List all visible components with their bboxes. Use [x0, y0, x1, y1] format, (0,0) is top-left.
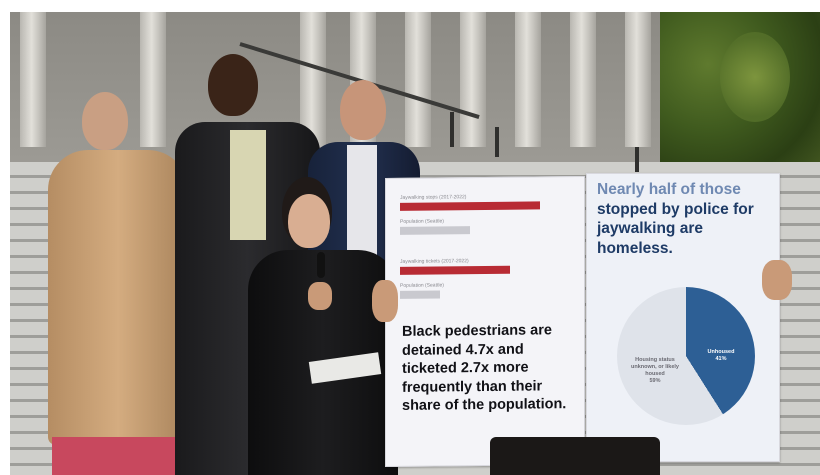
- slice-label: Unhoused: [707, 349, 735, 355]
- photo-frame: Jaywalking stops (2017-2022) Population …: [10, 12, 820, 475]
- skirt: [52, 437, 177, 475]
- hand-holding-sign: [762, 260, 792, 300]
- column: [140, 12, 166, 147]
- bar-stops-black: [400, 201, 540, 211]
- column: [515, 12, 541, 147]
- headline-rest: stopped by police for jaywalking are hom…: [597, 200, 754, 257]
- bar-population: [400, 226, 470, 235]
- pie-label-unhoused: Unhoused 41%: [695, 349, 747, 363]
- sign-headline: Black pedestrians are detained 4.7x and …: [402, 322, 567, 414]
- head: [82, 92, 128, 150]
- rail-post: [635, 147, 639, 172]
- tree-foliage: [720, 32, 790, 122]
- sign-disparity: Jaywalking stops (2017-2022) Population …: [385, 175, 585, 468]
- head: [340, 80, 386, 140]
- sign-homeless: Nearly half of those stopped by police f…: [586, 173, 780, 462]
- column: [460, 12, 486, 147]
- microphone: [317, 252, 325, 278]
- slice-label: Housing status unknown, or likely housed: [631, 357, 679, 377]
- slice-value: 59%: [649, 378, 661, 384]
- headline-first-line: Nearly half of those: [597, 181, 741, 198]
- column: [20, 12, 46, 147]
- shirt: [347, 145, 377, 255]
- bar-tickets-black: [400, 265, 510, 275]
- slice-value: 41%: [715, 356, 727, 362]
- rail-post: [495, 127, 499, 157]
- head: [208, 54, 258, 116]
- pie-label-unknown: Housing status unknown, or likely housed…: [625, 357, 685, 385]
- shirt: [230, 130, 266, 240]
- chart-label: Population (Seattle): [400, 282, 444, 289]
- sign-headline: Nearly half of those stopped by police f…: [597, 180, 777, 258]
- podium-person: [490, 437, 660, 475]
- column: [300, 12, 326, 147]
- column: [405, 12, 431, 147]
- column: [570, 12, 596, 147]
- pie-chart: [617, 287, 755, 425]
- chart-label: Population (Seattle): [400, 218, 444, 225]
- coat: [48, 150, 188, 445]
- hand-holding-sign: [372, 280, 398, 322]
- chart-label: Jaywalking stops (2017-2022): [400, 194, 467, 201]
- chart-label: Jaywalking tickets (2017-2022): [400, 258, 469, 265]
- column: [625, 12, 651, 147]
- rail-post: [450, 112, 454, 147]
- bar-population: [400, 290, 440, 299]
- face: [288, 194, 330, 248]
- hand: [308, 282, 332, 310]
